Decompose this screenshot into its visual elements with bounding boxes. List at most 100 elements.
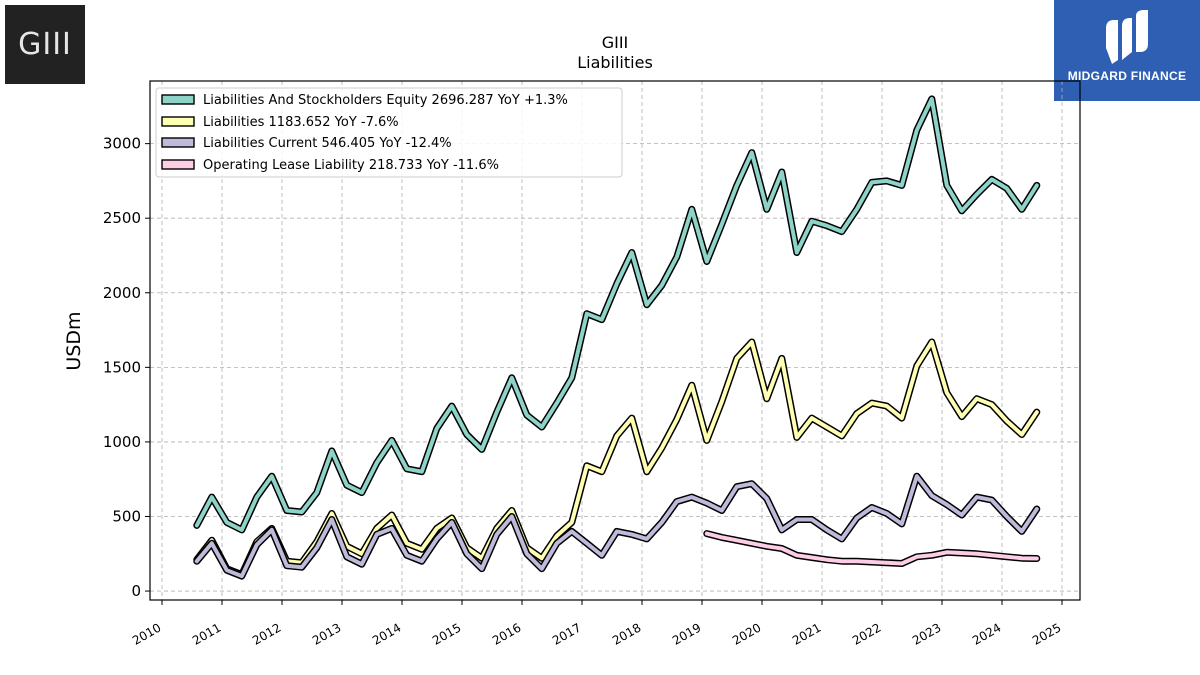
data-point-liabilities <box>781 358 782 359</box>
data-point-equity <box>931 98 932 99</box>
y-tick-label: 2000 <box>103 284 141 302</box>
x-tick-label: 2021 <box>790 620 823 647</box>
legend-box <box>155 87 623 178</box>
data-point-lease <box>796 555 797 556</box>
data-point-current <box>1036 509 1037 510</box>
data-point-current <box>646 538 647 539</box>
data-point-liabilities <box>886 406 887 407</box>
legend-label-liabilities: Liabilities 1183.652 YoY -7.6% <box>203 115 399 130</box>
data-point-equity <box>451 406 452 407</box>
data-point-current <box>916 476 917 477</box>
x-tick-label: 2014 <box>370 620 403 647</box>
data-point-equity <box>586 313 587 314</box>
data-point-current <box>976 497 977 498</box>
legend-entry-lease: Operating Lease Liability 218.733 YoY -1… <box>161 158 499 173</box>
data-point-current <box>721 510 722 511</box>
data-point-lease <box>871 562 872 563</box>
data-point-current <box>211 543 212 544</box>
data-point-liabilities <box>871 403 872 404</box>
data-point-equity <box>331 450 332 451</box>
data-point-equity <box>256 497 257 498</box>
data-point-equity <box>211 497 212 498</box>
legend: Liabilities And Stockholders Equity 2696… <box>155 87 623 178</box>
data-point-equity <box>271 476 272 477</box>
legend-entry-equity: Liabilities And Stockholders Equity 2696… <box>161 93 568 108</box>
data-point-liabilities <box>751 342 752 343</box>
series-outline-lease <box>703 530 1041 567</box>
data-point-equity <box>1021 209 1022 210</box>
legend-swatch-current <box>161 137 195 148</box>
data-point-current <box>436 538 437 539</box>
data-point-liabilities <box>976 398 977 399</box>
series-line-equity <box>194 96 1039 532</box>
data-point-liabilities <box>451 518 452 519</box>
data-point-current <box>571 531 572 532</box>
data-point-liabilities <box>811 418 812 419</box>
data-point-equity <box>751 152 752 153</box>
chart-subtitle: Liabilities <box>577 53 653 72</box>
data-point-current <box>316 547 317 548</box>
data-point-current <box>541 568 542 569</box>
data-point-equity <box>616 283 617 284</box>
data-point-lease <box>916 556 917 557</box>
data-point-current <box>376 534 377 535</box>
data-point-lease <box>931 555 932 556</box>
data-point-liabilities <box>766 398 767 399</box>
data-point-lease <box>976 553 977 554</box>
data-point-current <box>301 567 302 568</box>
data-point-liabilities <box>841 435 842 436</box>
data-point-current <box>811 519 812 520</box>
y-tick-label: 1500 <box>103 358 141 376</box>
data-point-liabilities <box>1036 412 1037 413</box>
chart-title: GIII <box>601 33 629 52</box>
data-point-current <box>856 518 857 519</box>
data-point-current <box>751 483 752 484</box>
y-tick-label: 0 <box>131 582 141 600</box>
data-point-current <box>901 523 902 524</box>
data-point-current <box>706 503 707 504</box>
data-point-current <box>421 561 422 562</box>
data-point-equity <box>916 130 917 131</box>
y-tick-label: 2500 <box>103 209 141 227</box>
data-point-liabilities <box>376 528 377 529</box>
brand-mark-icon <box>1106 10 1148 64</box>
x-tick-label: 2012 <box>250 620 283 647</box>
data-point-lease <box>736 540 737 541</box>
data-point-equity <box>601 319 602 320</box>
data-point-current <box>496 534 497 535</box>
x-axis: 2010 2011 2012 2013 2014 2015 2016 2017 2018 2019… <box>130 600 1064 648</box>
data-point-liabilities <box>661 447 662 448</box>
data-point-liabilities <box>721 401 722 402</box>
data-point-equity <box>226 522 227 523</box>
data-point-current <box>1021 531 1022 532</box>
data-point-liabilities <box>556 535 557 536</box>
data-point-equity <box>571 377 572 378</box>
data-point-current <box>871 507 872 508</box>
data-point-equity <box>736 185 737 186</box>
data-point-equity <box>661 285 662 286</box>
data-point-current <box>271 529 272 530</box>
x-tick-label: 2022 <box>850 620 883 647</box>
data-point-current <box>466 553 467 554</box>
data-point-current <box>841 538 842 539</box>
data-point-current <box>346 556 347 557</box>
x-tick-label: 2016 <box>490 620 523 647</box>
data-point-equity <box>316 492 317 493</box>
x-tick-label: 2018 <box>610 620 643 647</box>
data-point-equity <box>856 209 857 210</box>
data-point-liabilities <box>586 465 587 466</box>
data-point-equity <box>361 492 362 493</box>
data-point-equity <box>496 412 497 413</box>
data-point-current <box>991 500 992 501</box>
data-point-equity <box>346 485 347 486</box>
data-point-equity <box>376 462 377 463</box>
data-point-liabilities <box>991 404 992 405</box>
data-point-lease <box>886 562 887 563</box>
data-point-current <box>766 498 767 499</box>
data-point-liabilities <box>796 437 797 438</box>
data-point-liabilities <box>571 522 572 523</box>
data-point-current <box>826 529 827 530</box>
data-point-liabilities <box>736 358 737 359</box>
series-layer <box>193 95 1041 580</box>
data-point-current <box>616 531 617 532</box>
